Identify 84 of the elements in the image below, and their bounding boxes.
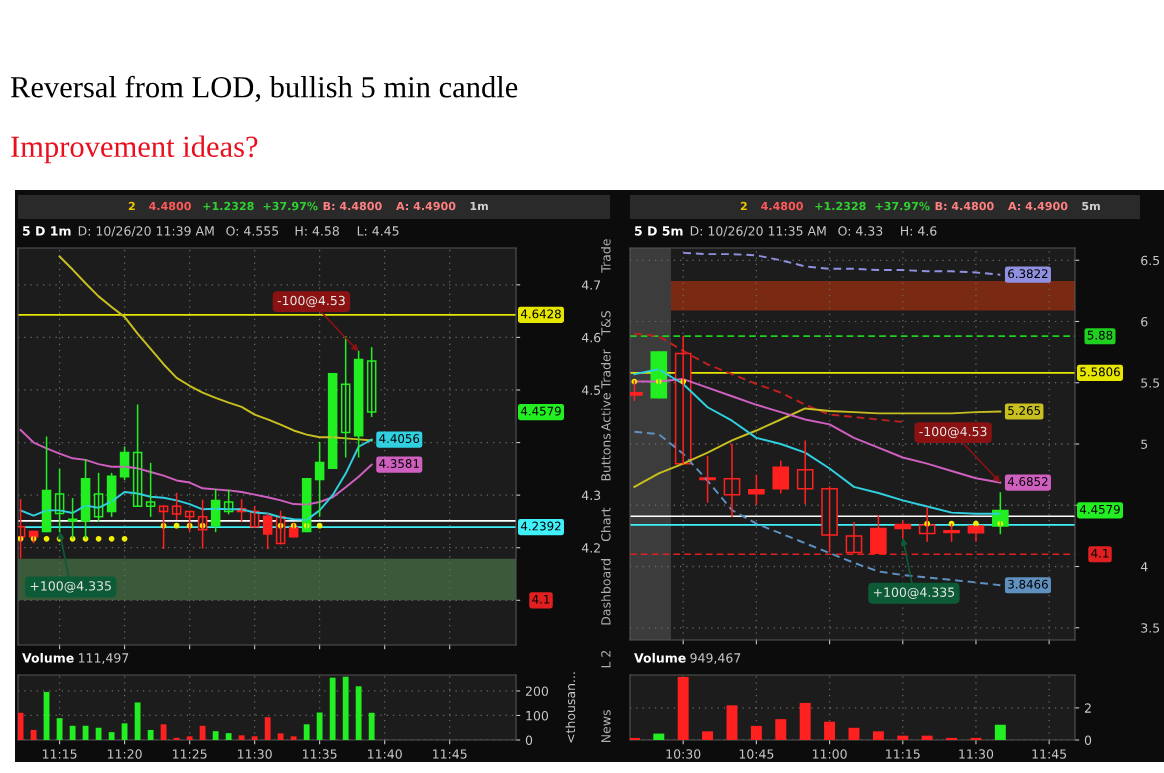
y-tick-label: 100 [526, 710, 549, 721]
data-label: 4.3581 [379, 459, 419, 469]
y-tick-label: 4 [1140, 562, 1148, 572]
text: A: 4.4900 [1008, 201, 1068, 211]
text: D: 10/26/20 11:35 AM [690, 226, 826, 237]
text: +37.97% [875, 201, 930, 211]
text: News [601, 710, 611, 743]
text: O: 4.555 [226, 226, 279, 236]
x-tick-label: 11:30 [959, 749, 994, 759]
text: 5m [1082, 201, 1100, 211]
text: A: 4.4900 [396, 201, 456, 211]
y-tick-label: 5 [1141, 439, 1148, 449]
data-label: 4.6852 [1007, 477, 1048, 486]
y-tick-label: 4.7 [581, 280, 601, 290]
y-tick-label: 200 [525, 686, 549, 696]
y-tick-label: 5.5 [1141, 378, 1160, 388]
annotation: -100@4.53 [919, 426, 987, 439]
ref-line-label: 5.88 [1087, 330, 1113, 340]
text: 4.4579 [520, 406, 561, 416]
band-label: 4.1 [532, 594, 550, 604]
ref-line-label: 4.6428 [520, 309, 561, 319]
x-tick-label: 11:15 [886, 749, 920, 759]
text: T&S [601, 310, 611, 336]
text: O: 4.33 [838, 226, 883, 236]
text: Reversal from LOD, bullish 5 min candle [10, 75, 518, 102]
x-tick-label: 10:30 [666, 749, 701, 759]
y-tick-label: 6.5 [1141, 255, 1160, 266]
annotation: +100@4.335 [30, 581, 111, 593]
x-tick-label: 11:45 [1032, 749, 1067, 759]
text: +1.2328 [203, 201, 254, 211]
text: D: 10/26/20 11:39 AM [78, 226, 214, 237]
data-label: 3.8466 [1008, 579, 1048, 589]
data-label: 6.3822 [1008, 269, 1048, 279]
text: Dashboard [600, 559, 611, 625]
data-label: 4.4056 [379, 434, 420, 444]
y-tick-label: 3.5 [1141, 623, 1160, 633]
x-tick-label: 11:35 [302, 749, 337, 759]
x-tick-label: 11:20 [107, 749, 142, 759]
y-axis-title: <thousan... [565, 672, 576, 743]
text: 2 [740, 201, 747, 211]
text: +37.97% [263, 201, 318, 211]
y-tick-label: 4.3 [581, 490, 601, 501]
x-tick-label: 11:45 [433, 749, 467, 759]
y-tick-label: 0 [525, 735, 533, 745]
ref-line-label: 5.5806 [1080, 367, 1120, 377]
text: H: 4.58 [295, 226, 339, 236]
text: Active Trader [600, 349, 611, 432]
chart-title: Volume [634, 652, 686, 663]
x-tick-label: 11:00 [812, 749, 847, 759]
ref-line-label: 4.2392 [520, 521, 561, 531]
text: 111,497 [78, 653, 129, 664]
ref-line-label: 4.1 [1091, 548, 1109, 558]
text: B: 4.4800 [323, 201, 382, 211]
chart-title: Volume [22, 652, 74, 663]
annotation: -100@4.53 [277, 295, 345, 308]
x-tick-label: 11:25 [173, 749, 207, 759]
y-tick-label: 4.6 [581, 332, 601, 343]
text: Improvement ideas? [11, 135, 258, 164]
text: 4.4800 [149, 201, 191, 211]
text: +1.2328 [815, 201, 866, 211]
text: Trade [600, 239, 611, 273]
x-tick-label: 10:45 [739, 749, 774, 759]
y-tick-label: 4.2 [581, 543, 600, 553]
text: Chart [600, 507, 611, 542]
text: B: 4.4800 [935, 201, 994, 211]
text: L: 4.45 [357, 226, 399, 236]
text: 4.4579 [1079, 504, 1120, 514]
x-tick-label: 11:40 [368, 749, 402, 759]
x-tick-label: 11:15 [42, 749, 77, 759]
y-tick-label: 6 [1141, 316, 1148, 327]
text: 1m [470, 201, 488, 211]
text: Buttons [601, 433, 611, 481]
annotation: +100@4.335 [873, 587, 955, 599]
x-tick-label: 11:30 [238, 749, 272, 759]
text: 949,467 [690, 653, 741, 664]
text: 4.4800 [761, 201, 803, 211]
y-tick-label: 4.5 [581, 385, 601, 395]
data-label: 5.265 [1008, 406, 1041, 415]
text: 2 [128, 201, 135, 211]
text: L 2 [601, 650, 611, 668]
chart-title: 5 D 5m [634, 226, 683, 236]
y-tick-label: 0 [1084, 735, 1092, 745]
text: H: 4.6 [901, 226, 937, 236]
chart-title: 5 D 1m [22, 226, 71, 236]
